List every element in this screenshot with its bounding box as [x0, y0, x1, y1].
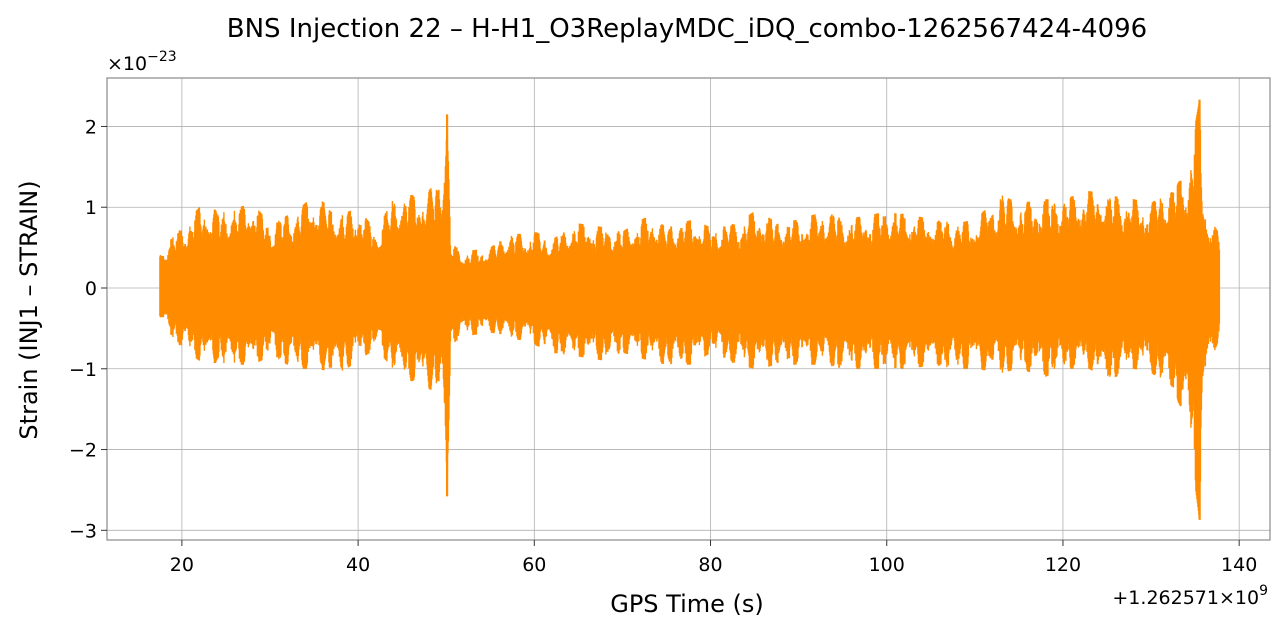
x-axis-offset: +1.262571×109 — [1112, 583, 1268, 609]
x-offset-prefix: +1.262571×10 — [1112, 587, 1259, 609]
y-tick-label: 0 — [85, 278, 97, 300]
x-tick-label: 40 — [346, 554, 370, 576]
y-tick-label: 1 — [85, 197, 97, 219]
y-tick-label: −3 — [69, 520, 97, 542]
x-tick-label: 120 — [1045, 554, 1081, 576]
x-tick-label: 100 — [869, 554, 905, 576]
y-tick-label: −1 — [69, 359, 97, 381]
x-axis-ticks: 20 40 60 80 100 120 140 — [170, 540, 1257, 576]
y-multiplier-exponent: −23 — [147, 49, 177, 65]
series-layer — [159, 99, 1221, 520]
y-tick-label: −2 — [69, 440, 97, 462]
strain-series-line — [159, 99, 1221, 520]
axes-frame — [106, 77, 1271, 541]
y-tick-label: 2 — [85, 116, 97, 138]
x-tick-label: 20 — [170, 554, 194, 576]
y-axis-ticks: −3 −2 −1 0 1 2 — [69, 116, 107, 542]
y-axis-label: Strain (INJ1 – STRAIN) — [15, 180, 43, 439]
x-offset-exponent: 9 — [1259, 583, 1268, 599]
y-axis-multiplier: ×10−23 — [107, 49, 177, 75]
x-tick-label: 140 — [1221, 554, 1257, 576]
y-multiplier-base: ×10 — [107, 53, 147, 75]
x-axis-label: GPS Time (s) — [610, 590, 764, 618]
x-tick-label: 60 — [522, 554, 546, 576]
chart-title: BNS Injection 22 – H-H1_O3ReplayMDC_iDQ_… — [227, 14, 1147, 44]
x-tick-label: 80 — [698, 554, 722, 576]
plot-frame — [106, 77, 1271, 541]
